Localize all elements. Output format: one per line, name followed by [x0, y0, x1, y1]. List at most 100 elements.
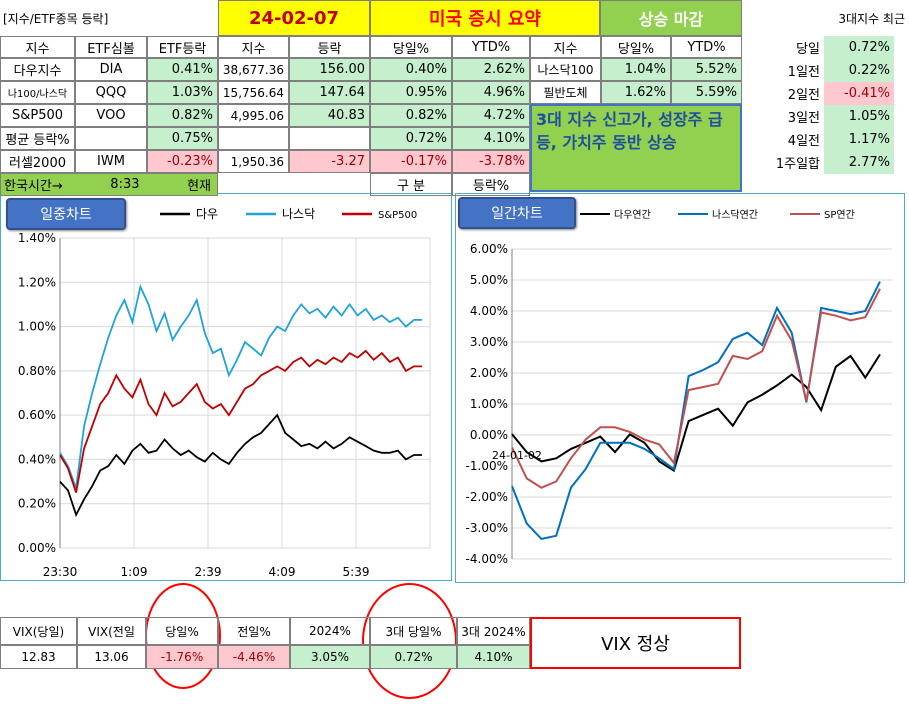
series-line-2 [59, 349, 422, 493]
recent-day-value: 0.72% [824, 36, 894, 59]
row-change: 147.64 [289, 81, 370, 104]
recent-day-value: 0.22% [824, 59, 894, 82]
col-header-level: 지수 [218, 36, 289, 58]
daily-chart [455, 193, 905, 583]
col-header-ytd_pct: YTD% [452, 36, 530, 58]
vix-value: -4.46% [218, 645, 290, 669]
y-tick-label: 1.00% [18, 320, 56, 334]
row-day-pct: 0.40% [370, 58, 452, 81]
recent-day-label: 당일 [796, 42, 820, 57]
vix-header: VIX(당일) [0, 617, 77, 645]
col-header-etf: ETF심볼 [75, 36, 147, 58]
vix-header: 3대 당일% [370, 617, 457, 645]
y-tick-label: 0.00% [470, 428, 508, 442]
sector-ytd: 5.52% [671, 58, 742, 81]
col-header-day_pct2: 당일% [601, 36, 671, 58]
row-etf: IWM [75, 150, 147, 173]
vix-header: 2024% [290, 617, 370, 645]
korea-time-status: 현재 [187, 179, 211, 194]
row-day-pct: -0.17% [370, 150, 452, 173]
sector-day: 1.04% [601, 58, 671, 81]
legend-label: 다우 [196, 207, 218, 221]
row-level: 1,950.36 [218, 150, 289, 173]
recent-day-value: -0.41% [824, 82, 894, 105]
y-tick-label: 5.00% [470, 273, 508, 287]
vix-value: 13.06 [77, 645, 146, 669]
x-tick-label: 1:09 [121, 565, 148, 579]
row-ytd-pct: 2.62% [452, 58, 530, 81]
change-pct-label: 등락% [452, 173, 530, 196]
series-line-1 [511, 281, 881, 540]
row-etf-change: 0.75% [147, 127, 218, 150]
row-name: 평균 등락% [0, 127, 75, 150]
recent-day-label: 1일전 [787, 65, 820, 80]
y-tick-label: -4.00% [466, 552, 508, 566]
date-cell: 24-02-07 [218, 0, 370, 36]
korea-time-row: 한국시간→ 8:33 현재 [0, 173, 218, 196]
row-change: -3.27 [289, 150, 370, 173]
daily-chart-svg: -4.00% -3.00% -2.00% -1.00% 0.00% 1.00% 2.00% 3… [466, 209, 892, 566]
row-change: 40.83 [289, 104, 370, 127]
col-header-etf_change: ETF등락 [147, 36, 218, 58]
row-name: 나100/나스닥 [0, 81, 75, 104]
y-tick-label: 3.00% [470, 335, 508, 349]
row-change [289, 127, 370, 150]
recent-day-value: 1.05% [824, 105, 894, 128]
x-axis-start-label: 24-01-02 [492, 449, 542, 462]
vix-value: 4.10% [457, 645, 530, 669]
vix-header: 전일% [218, 617, 290, 645]
recent-day-value: 2.77% [824, 151, 894, 174]
sector-ytd: 5.59% [671, 81, 742, 104]
korea-time-value: 8:33 [110, 177, 140, 192]
recent-day-label: 2일전 [787, 88, 820, 103]
row-name: S&P500 [0, 104, 75, 127]
legend-label: S&P500 [378, 210, 417, 221]
y-tick-label: 0.60% [18, 408, 56, 422]
col-header-index2: 지수 [530, 36, 601, 58]
row-ytd-pct: 4.72% [452, 104, 530, 127]
row-level: 4,995.06 [218, 104, 289, 127]
row-etf: QQQ [75, 81, 147, 104]
vix-header: 3대 2024% [457, 617, 530, 645]
vix-value: 3.05% [290, 645, 370, 669]
x-tick-label: 4:09 [269, 565, 296, 579]
row-ytd-pct: 4.10% [452, 127, 530, 150]
vix-status: VIX 정상 [530, 617, 741, 669]
y-tick-label: -2.00% [466, 490, 508, 504]
x-tick-label: 2:39 [195, 565, 222, 579]
row-etf: DIA [75, 58, 147, 81]
recent-label: 3대지수 최근 [838, 11, 905, 26]
y-tick-label: 0.20% [18, 497, 56, 511]
y-tick-label: 1.00% [470, 397, 508, 411]
row-ytd-pct: 4.96% [452, 81, 530, 104]
series-line-1 [59, 283, 422, 489]
y-tick-label: 2.00% [470, 366, 508, 380]
y-tick-label: 0.40% [18, 452, 56, 466]
close-status: 상승 마감 [600, 0, 742, 36]
intraday-chart [0, 193, 452, 581]
row-etf: VOO [75, 104, 147, 127]
row-level: 38,677.36 [218, 58, 289, 81]
y-tick-label: -3.00% [466, 521, 508, 535]
daily-chart-button[interactable]: 일간차트 [458, 197, 576, 229]
legend-label: 다우연간 [614, 209, 651, 221]
vix-value: 12.83 [0, 645, 77, 669]
recent-day-label: 1주일합 [775, 157, 820, 172]
col-header-index: 지수 [0, 36, 75, 58]
sector-day: 1.62% [601, 81, 671, 104]
row-level: 15,756.64 [218, 81, 289, 104]
col-header-day_pct: 당일% [370, 36, 452, 58]
intraday-chart-svg: 0.00% 0.20% 0.40% 0.60% 0.80% 1.00% 1.20% 1.40%… [18, 207, 431, 579]
row-change: 156.00 [289, 58, 370, 81]
series-line-0 [511, 353, 881, 473]
intraday-chart-button[interactable]: 일중차트 [6, 198, 126, 230]
x-tick-label: 23:30 [43, 565, 78, 579]
row-name: 다우지수 [0, 58, 75, 81]
row-day-pct: 0.72% [370, 127, 452, 150]
vix-header: VIX(전일 [77, 617, 146, 645]
row-ytd-pct: -3.78% [452, 150, 530, 173]
legend-label: SP연간 [824, 209, 855, 221]
legend-label: 나스닥연간 [712, 209, 758, 221]
y-tick-label: 1.20% [18, 275, 56, 289]
row-day-pct: 0.82% [370, 104, 452, 127]
